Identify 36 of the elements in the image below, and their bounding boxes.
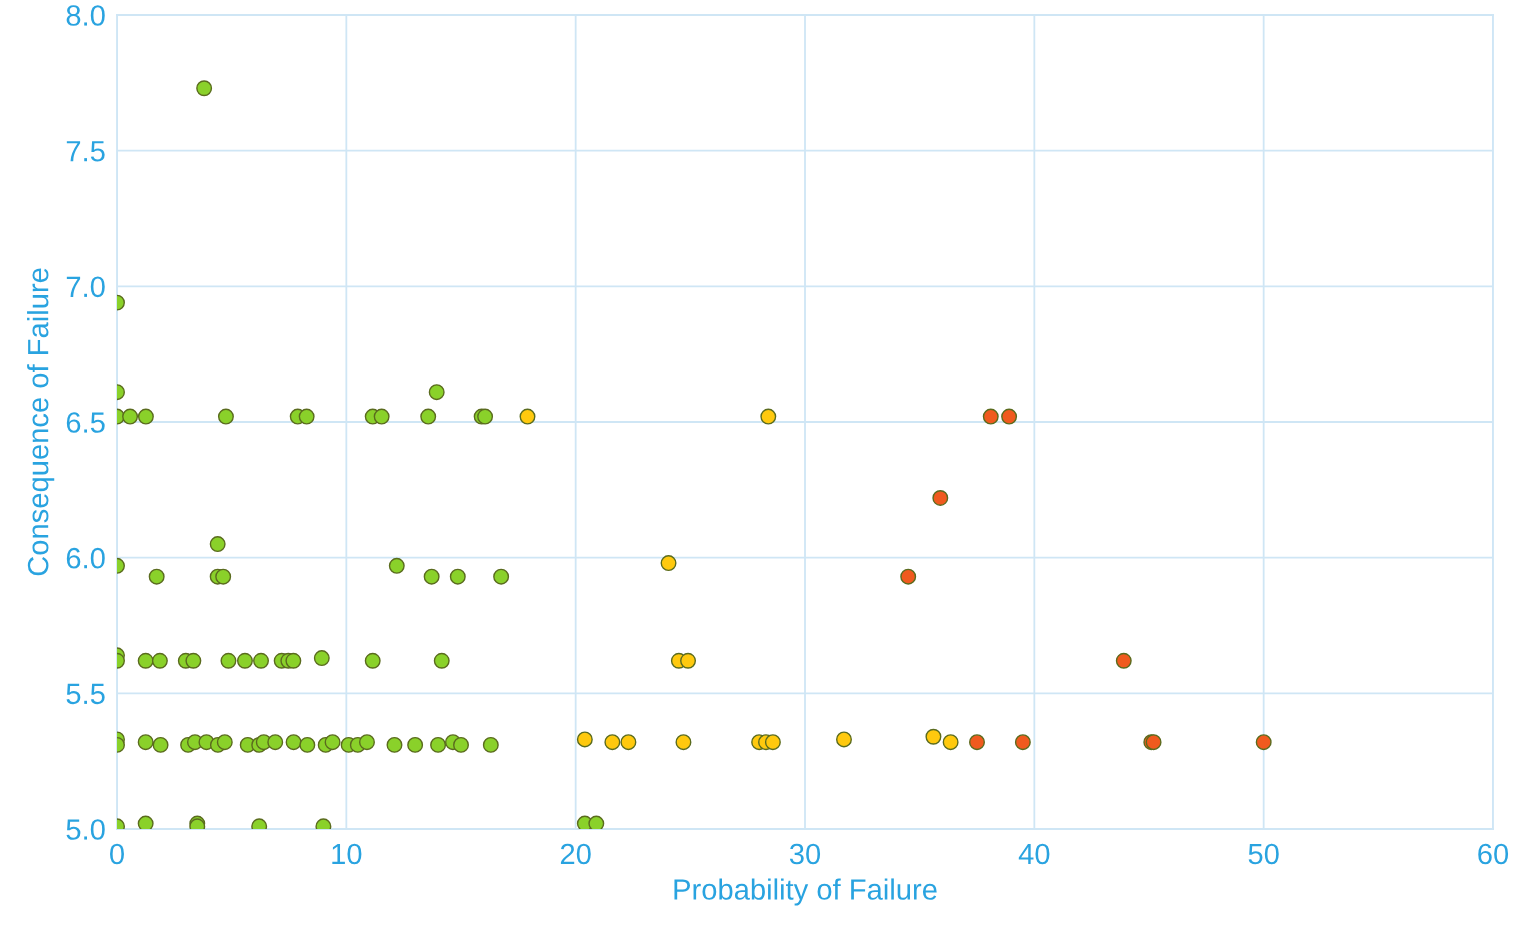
point xyxy=(680,652,697,669)
y-tick-label: 8.0 xyxy=(66,5,105,26)
y-tick-label: 6.5 xyxy=(66,412,105,433)
point xyxy=(660,555,677,572)
x-tick-label: 60 xyxy=(1478,843,1509,865)
x-tick-label: 0 xyxy=(110,843,124,865)
point xyxy=(925,728,942,745)
point xyxy=(1001,408,1018,425)
x-axis-title: Probability of Failure xyxy=(674,878,937,906)
point xyxy=(932,489,949,506)
point xyxy=(620,734,637,751)
point xyxy=(900,568,917,585)
y-tick-label: 7.0 xyxy=(66,276,105,298)
y-tick-label: 5.0 xyxy=(66,819,105,840)
y-axis-title: Consequence of Failure xyxy=(27,268,55,576)
point xyxy=(1014,734,1031,751)
point xyxy=(576,731,593,748)
point xyxy=(1115,652,1132,669)
point xyxy=(982,408,999,425)
x-tick-label: 50 xyxy=(1248,843,1279,865)
point xyxy=(942,734,959,751)
point xyxy=(836,731,852,748)
point xyxy=(969,734,985,751)
x-tick-label: 40 xyxy=(1018,843,1050,865)
x-tick-label: 30 xyxy=(789,843,821,865)
point xyxy=(1255,734,1272,751)
x-tick-label: 20 xyxy=(560,843,591,865)
point xyxy=(675,734,692,751)
x-tick-label: 10 xyxy=(332,843,362,865)
point xyxy=(764,734,781,751)
point xyxy=(760,408,777,425)
point xyxy=(519,408,536,425)
y-tick-label: 5.5 xyxy=(66,683,105,705)
y-tick-label: 7.5 xyxy=(66,141,105,162)
point xyxy=(604,734,621,751)
y-tick-label: 6.0 xyxy=(66,547,105,569)
